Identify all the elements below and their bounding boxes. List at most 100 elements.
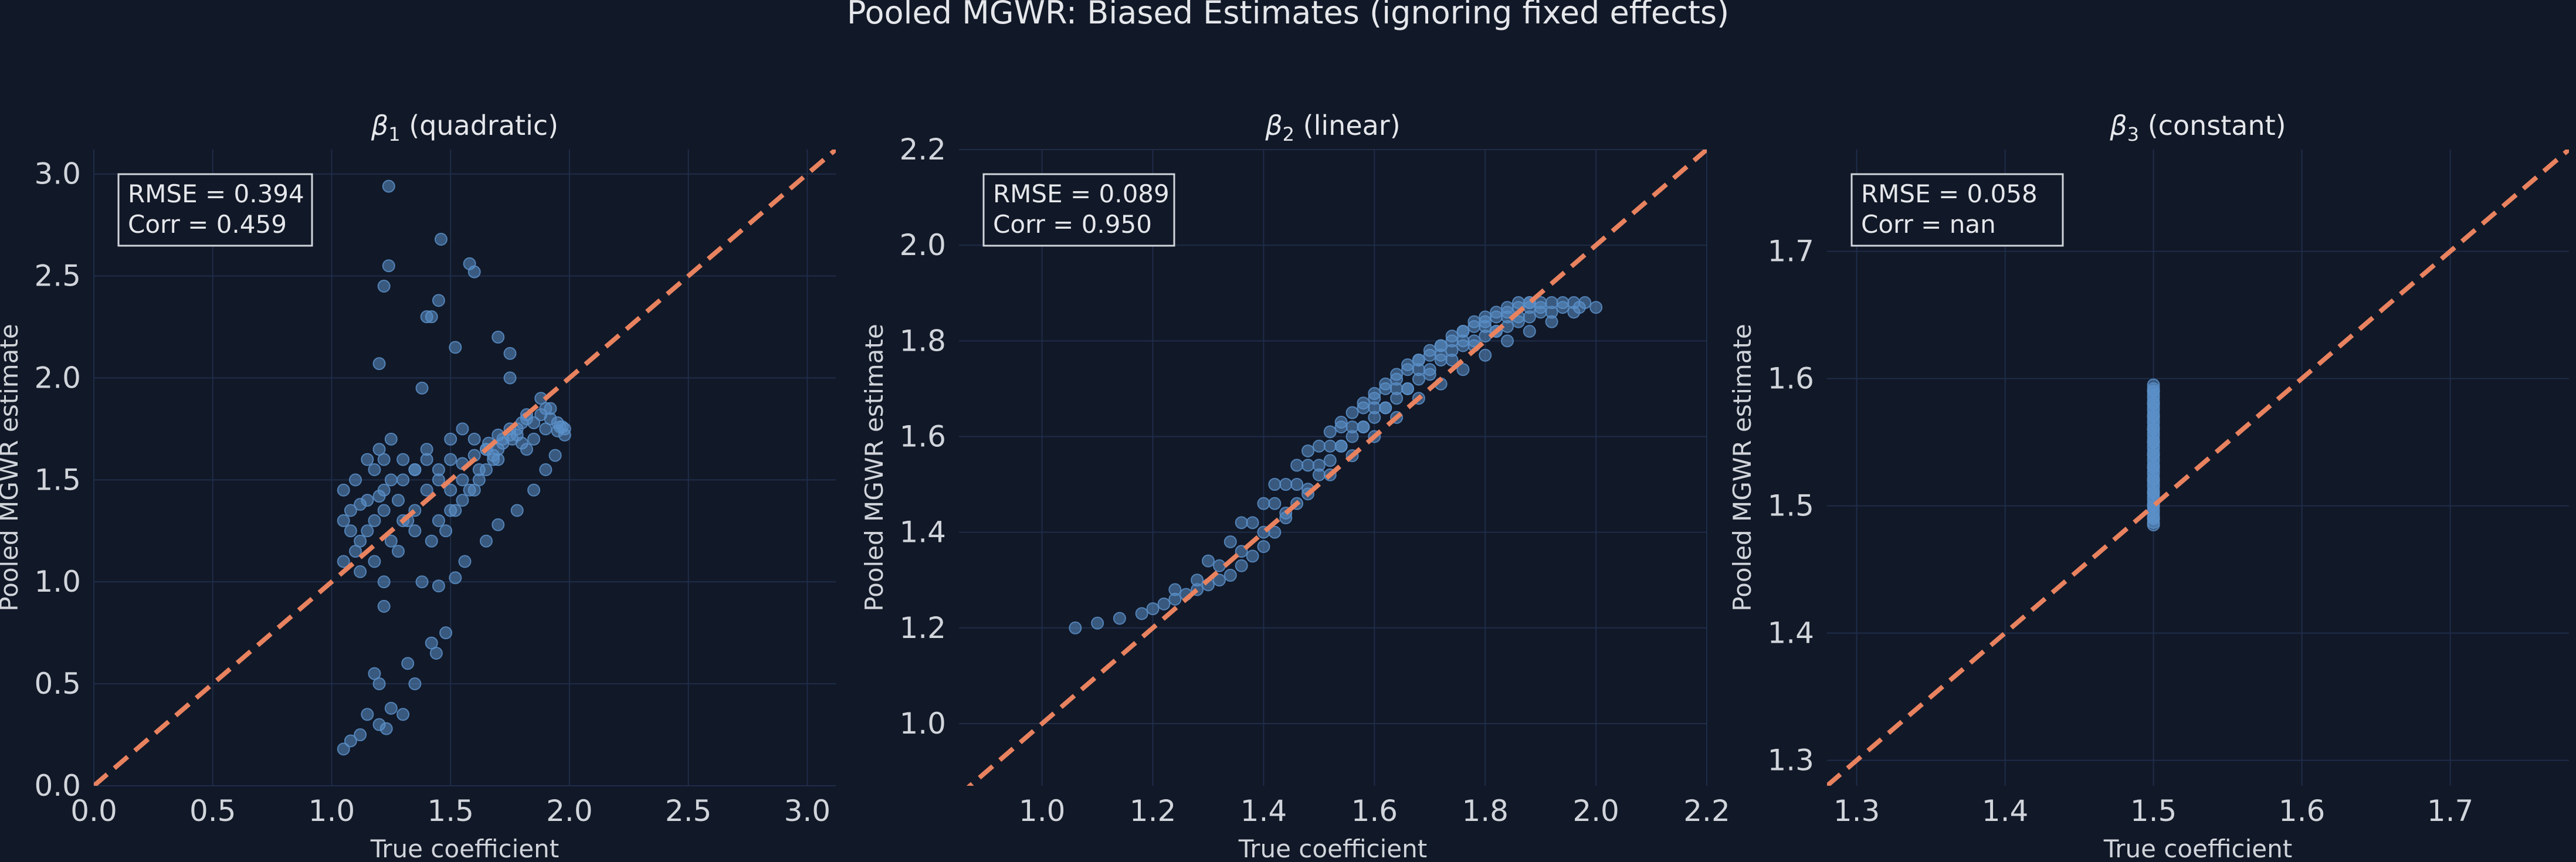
data-point: [1157, 598, 1171, 610]
data-point: [415, 575, 429, 589]
y-tick-label: 1.6: [1767, 362, 1814, 396]
data-point: [1257, 497, 1270, 510]
data-point: [1301, 444, 1314, 457]
x-tick-label: 3.0: [784, 794, 831, 828]
data-point: [344, 504, 357, 517]
data-point: [1246, 516, 1259, 530]
data-point: [434, 233, 448, 246]
data-point: [396, 453, 410, 466]
data-point: [361, 524, 374, 538]
y-tick-label: 1.2: [899, 611, 946, 645]
data-point: [2147, 512, 2160, 525]
data-point: [1401, 382, 1414, 395]
x-tick-label: 1.4: [1982, 794, 2029, 828]
data-point: [354, 728, 367, 742]
stats-text: RMSE = 0.089: [993, 179, 1170, 208]
data-point: [520, 443, 533, 456]
scatter-points: [1069, 296, 1603, 634]
y-tick-label: 1.7: [1767, 235, 1814, 269]
data-point: [2147, 461, 2160, 474]
stats-text: RMSE = 0.058: [1861, 179, 2038, 208]
data-point: [368, 463, 381, 476]
data-point: [1212, 573, 1226, 587]
data-point: [527, 432, 541, 446]
data-point: [1345, 420, 1359, 434]
data-point: [1135, 607, 1148, 620]
x-tick-label: 0.0: [70, 794, 117, 828]
data-point: [510, 504, 524, 517]
data-point: [432, 294, 445, 307]
x-tick-label: 1.3: [1833, 794, 1880, 828]
x-tick-label: 2.5: [665, 794, 712, 828]
data-point: [1168, 583, 1182, 596]
subplot-beta3-constant: 1.3 1.4 1.5 1.6 1.7 1.3 1.4 1.5 1.6 1.7 β3 (consta…: [1728, 110, 2569, 862]
data-point: [1434, 339, 1448, 352]
data-point: [1368, 392, 1381, 405]
data-point: [1246, 549, 1259, 563]
data-point: [1279, 478, 1293, 491]
data-point: [2147, 398, 2160, 410]
data-point: [377, 483, 391, 497]
data-point: [2147, 385, 2160, 398]
data-point: [1412, 353, 1425, 366]
identity-reference-line: [1827, 150, 2569, 786]
data-point: [1467, 315, 1481, 328]
data-point: [463, 483, 476, 497]
y-tick-label: 1.6: [899, 419, 946, 453]
data-point: [337, 483, 350, 497]
data-point: [1523, 325, 1536, 338]
data-point: [2147, 410, 2160, 423]
y-tick-label: 1.4: [1767, 616, 1814, 650]
stats-text: Corr = 0.950: [993, 210, 1152, 239]
data-point: [1556, 296, 1570, 310]
data-point: [420, 443, 433, 456]
data-point: [544, 402, 557, 415]
data-point: [377, 599, 391, 613]
data-point: [384, 534, 398, 548]
data-point: [1323, 425, 1337, 439]
x-tick-label: 1.0: [309, 794, 355, 828]
data-point: [1357, 396, 1370, 410]
data-point: [456, 494, 469, 507]
x-axis-label: True coefficient: [1238, 834, 1427, 862]
figure-title: Pooled MGWR: Biased Estimates (ignoring …: [847, 0, 1729, 31]
data-point: [439, 626, 453, 640]
data-point: [391, 545, 405, 558]
data-point: [1490, 306, 1503, 319]
y-tick-label: 2.0: [899, 228, 946, 262]
x-tick-label: 1.4: [1240, 794, 1287, 828]
data-point: [368, 514, 381, 527]
y-tick-label: 0.5: [34, 667, 81, 701]
data-point: [372, 357, 386, 371]
data-point: [391, 494, 405, 507]
stats-box: [982, 173, 1175, 247]
data-point: [492, 518, 505, 531]
data-point: [361, 453, 374, 466]
data-point: [1445, 353, 1459, 366]
data-point: [368, 555, 381, 568]
data-point: [432, 514, 445, 527]
data-point: [372, 677, 386, 691]
y-tick-label: 1.5: [34, 463, 81, 497]
subplot-beta2-linear: 1.0 1.2 1.4 1.6 1.8 2.0 2.2 1.0 1.2 1.4 1.6 1.8 2.0 2…: [860, 110, 1730, 862]
data-point: [432, 579, 445, 593]
y-tick-label: 2.5: [34, 259, 81, 293]
data-point: [492, 330, 505, 344]
y-tick-label: 1.0: [34, 565, 81, 599]
x-axis-label: True coefficient: [370, 834, 559, 862]
data-point: [1312, 459, 1326, 472]
x-tick-label: 1.6: [2279, 794, 2326, 828]
y-tick-label: 3.0: [34, 157, 81, 191]
data-point: [1589, 301, 1603, 314]
scatter-points: [2147, 378, 2160, 532]
y-axis-label: Pooled MGWR estimate: [0, 324, 23, 611]
data-point: [361, 494, 374, 507]
data-point: [408, 677, 422, 691]
x-axis-label: True coefficient: [2103, 834, 2292, 862]
data-point: [1423, 368, 1436, 381]
data-point: [1456, 363, 1470, 376]
data-point: [1202, 554, 1215, 568]
data-point: [449, 504, 462, 517]
y-tick-label: 1.4: [899, 515, 946, 549]
y-axis-label: Pooled MGWR estimate: [1728, 324, 1757, 611]
